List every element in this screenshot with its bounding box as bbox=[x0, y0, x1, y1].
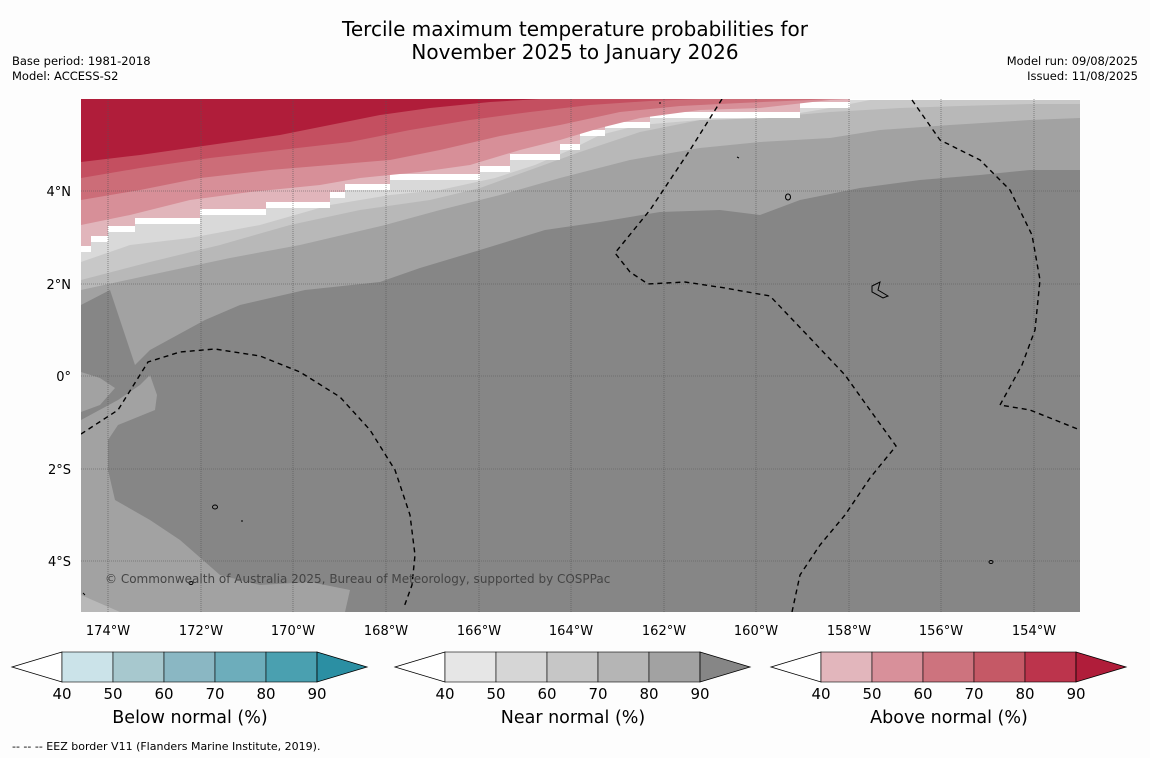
colorbar-max-extension bbox=[1075, 651, 1128, 683]
lon-label: 174°W bbox=[86, 624, 130, 639]
lon-label: 160°W bbox=[734, 624, 778, 639]
island-2 bbox=[785, 193, 791, 201]
colorbar-tick-label: 70 bbox=[205, 685, 224, 703]
colorbar-segment bbox=[922, 651, 975, 683]
colorbar-near-title: Near normal (%) bbox=[500, 708, 646, 728]
lon-label: 166°W bbox=[457, 624, 501, 639]
colorbar-above: 40 50 60 70 80 90 Above normal (%) bbox=[769, 648, 1129, 738]
near-80-west-patch bbox=[81, 372, 115, 412]
colorbar-segment bbox=[214, 651, 267, 683]
colorbar-tick-label: 60 bbox=[154, 685, 173, 703]
eez-legend-note: -- -- -- EEZ border V11 (Flanders Marine… bbox=[12, 740, 321, 753]
colorbar-near-graphic: 40 50 60 70 80 90 bbox=[393, 651, 752, 703]
map-fields bbox=[81, 99, 1080, 612]
colorbar-max-extension bbox=[316, 651, 369, 683]
colorbar-below-graphic: 40 50 60 70 80 90 bbox=[10, 651, 369, 703]
lon-label: 158°W bbox=[827, 624, 871, 639]
colorbar-segment bbox=[820, 651, 873, 683]
gridlines bbox=[81, 99, 1080, 612]
model-run: Model run: 09/08/2025 bbox=[1006, 54, 1138, 68]
latitude-labels: 4°N 2°N 0° 2°S 4°S bbox=[47, 185, 72, 570]
lon-label: 162°W bbox=[642, 624, 686, 639]
island-4 bbox=[188, 581, 194, 585]
colorbar-tick-label: 50 bbox=[862, 685, 881, 703]
lon-label: 156°W bbox=[919, 624, 963, 639]
colorbar-segment bbox=[973, 651, 1026, 683]
colorbar-tick-label: 80 bbox=[256, 685, 275, 703]
lat-label: 0° bbox=[56, 370, 71, 385]
island-5 bbox=[988, 560, 994, 564]
lon-label: 168°W bbox=[364, 624, 408, 639]
island-1 bbox=[871, 281, 890, 299]
colorbar-tick-label: 50 bbox=[486, 685, 505, 703]
colorbar-tick-label: 80 bbox=[1015, 685, 1034, 703]
colorbar-segment bbox=[444, 651, 497, 683]
colorbar-below-title: Below normal (%) bbox=[112, 708, 268, 728]
copyright-notice: © Commonwealth of Australia 2025, Bureau… bbox=[105, 572, 611, 586]
longitude-labels: 174°W 172°W 170°W 168°W 166°W 164°W 162°… bbox=[86, 624, 1056, 639]
issued-date: Issued: 11/08/2025 bbox=[1027, 69, 1138, 83]
colorbar-segment bbox=[871, 651, 924, 683]
colorbar-near: 40 50 60 70 80 90 Near normal (%) bbox=[393, 648, 753, 738]
colorbar-tick-label: 50 bbox=[103, 685, 122, 703]
colorbar-segment bbox=[495, 651, 548, 683]
island-3 bbox=[212, 504, 218, 510]
near-70-southwest-corner bbox=[81, 595, 120, 612]
lat-label: 4°S bbox=[48, 555, 71, 570]
colorbar-tick-label: 60 bbox=[913, 685, 932, 703]
colorbar-min-extension bbox=[10, 651, 63, 683]
colorbar-tick-label: 60 bbox=[537, 685, 556, 703]
colorbar-min-extension bbox=[769, 651, 822, 683]
lat-label: 2°N bbox=[47, 278, 72, 293]
colorbar-segment bbox=[597, 651, 650, 683]
colorbar-max-extension bbox=[699, 651, 752, 683]
colorbar-tick-label: 90 bbox=[307, 685, 326, 703]
lon-label: 164°W bbox=[549, 624, 593, 639]
title-line-2: November 2025 to January 2026 bbox=[411, 40, 739, 64]
above-90-band bbox=[81, 99, 540, 162]
colorbar-below: 40 50 60 70 80 90 Below normal (%) bbox=[10, 648, 370, 738]
base-period: Base period: 1981-2018 bbox=[12, 54, 151, 68]
colorbar-tick-label: 80 bbox=[639, 685, 658, 703]
colorbar-segment bbox=[112, 651, 165, 683]
colorbar-tick-label: 70 bbox=[588, 685, 607, 703]
title-line-1: Tercile maximum temperature probabilitie… bbox=[342, 17, 808, 41]
near-80-southwest-band bbox=[81, 375, 350, 612]
colorbar-segment bbox=[61, 651, 114, 683]
colorbar-tick-label: 70 bbox=[964, 685, 983, 703]
colorbar-segment bbox=[163, 651, 216, 683]
colorbar-tick-label: 90 bbox=[1066, 685, 1085, 703]
lat-label: 2°S bbox=[48, 463, 71, 478]
colorbar-segment bbox=[1024, 651, 1077, 683]
colorbar-tick-label: 40 bbox=[811, 685, 830, 703]
lat-label: 4°N bbox=[47, 185, 72, 200]
colorbar-segment bbox=[265, 651, 318, 683]
colorbar-segment bbox=[648, 651, 701, 683]
colorbar-tick-label: 90 bbox=[690, 685, 709, 703]
island-9 bbox=[82, 592, 86, 596]
island-7 bbox=[736, 156, 740, 159]
islands bbox=[82, 102, 994, 596]
meta-left: Base period: 1981-2018 Model: ACCESS-S2 bbox=[12, 54, 151, 84]
eez-borders bbox=[81, 99, 1080, 612]
lon-label: 170°W bbox=[271, 624, 315, 639]
model-name: Model: ACCESS-S2 bbox=[12, 69, 119, 83]
lon-label: 172°W bbox=[179, 624, 223, 639]
chart-title: Tercile maximum temperature probabilitie… bbox=[0, 18, 1150, 64]
lon-label: 154°W bbox=[1012, 624, 1056, 639]
colorbar-min-extension bbox=[393, 651, 446, 683]
meta-right: Model run: 09/08/2025 Issued: 11/08/2025 bbox=[1007, 54, 1138, 84]
colorbar-above-title: Above normal (%) bbox=[870, 708, 1028, 728]
colorbar-segment bbox=[546, 651, 599, 683]
colorbar-tick-label: 40 bbox=[435, 685, 454, 703]
colorbar-tick-label: 40 bbox=[52, 685, 71, 703]
colorbar-above-graphic: 40 50 60 70 80 90 bbox=[769, 651, 1128, 703]
